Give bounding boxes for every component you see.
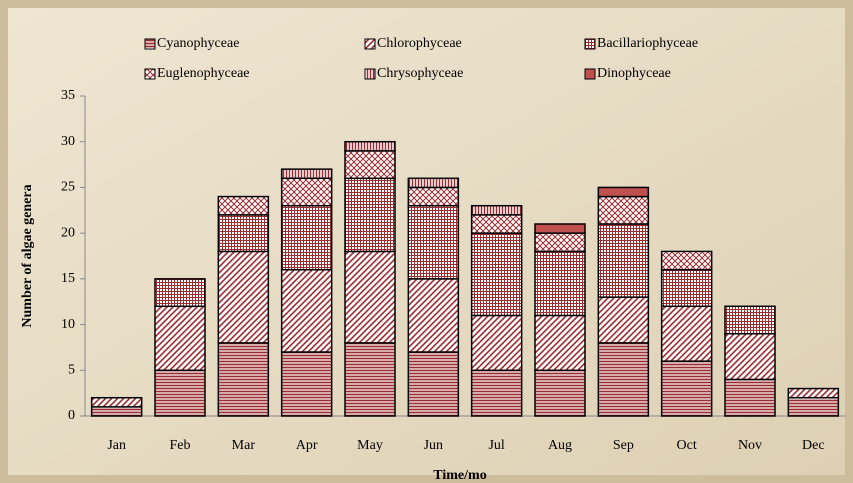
bar-segment: [470, 204, 523, 216]
bar-segment: [470, 214, 523, 234]
bar-segment: [280, 204, 333, 271]
bar-segment: [660, 305, 713, 362]
bar-segment: [407, 204, 460, 280]
x-tick-label: Sep: [613, 438, 634, 453]
x-tick-label: Jan: [107, 438, 126, 453]
y-tick-label: 35: [61, 88, 75, 103]
bar-segment: [154, 369, 206, 417]
bar-segment: [217, 195, 270, 216]
x-tick-label: Apr: [296, 438, 318, 453]
legend-swatch: [584, 68, 596, 80]
legend-swatch: [364, 68, 376, 80]
x-tick-label: Jul: [488, 438, 504, 453]
bar-segment: [534, 369, 586, 417]
bar-segment: [154, 305, 206, 372]
legend-label: Euglenophyceae: [157, 66, 250, 81]
bar-segment: [407, 351, 460, 417]
x-tick-label: Jun: [424, 438, 443, 453]
legend-label: Bacillariophyceae: [597, 36, 698, 51]
bar-segment: [534, 232, 586, 253]
legend-label: Chlorophyceae: [377, 36, 462, 51]
bar-segment: [597, 186, 650, 198]
bar-segment: [344, 177, 396, 253]
legend-label: Dinophyceae: [597, 66, 671, 81]
bar-segment: [724, 305, 776, 335]
x-tick-label: Dec: [802, 438, 825, 453]
bar-segment: [597, 223, 650, 298]
y-tick-label: 0: [68, 408, 75, 423]
bar-segment: [344, 250, 396, 344]
bar-segment: [534, 314, 586, 372]
legend-swatch: [584, 38, 596, 50]
bar-segment: [280, 268, 333, 353]
bar-segment: [534, 250, 586, 317]
bar-segment: [407, 177, 460, 189]
y-axis-title: Number of algae genera: [20, 184, 35, 327]
bar-segment: [470, 232, 523, 317]
bar-segment: [597, 342, 650, 417]
bar-segment: [470, 369, 523, 417]
bar-segment: [660, 268, 713, 308]
bar-segment: [597, 195, 650, 225]
bar-segment: [154, 278, 206, 308]
legend-swatch: [364, 38, 376, 50]
y-tick-label: 20: [61, 225, 75, 240]
bar-segment: [280, 177, 333, 207]
x-tick-label: Mar: [232, 438, 256, 453]
bar-segment: [787, 387, 840, 399]
legend-swatch: [144, 38, 156, 50]
bar-segment: [534, 223, 586, 234]
bar-segment: [344, 342, 396, 417]
x-tick-label: Nov: [738, 438, 762, 453]
bar-segment: [724, 332, 776, 381]
bar-segment: [660, 250, 713, 271]
y-tick-label: 15: [61, 271, 75, 286]
y-tick-label: 5: [68, 363, 75, 378]
bar-segment: [787, 396, 840, 417]
bar-segment: [280, 168, 333, 180]
y-tick-label: 25: [61, 180, 75, 195]
x-tick-label: Feb: [170, 438, 191, 453]
y-tick-label: 30: [61, 134, 75, 149]
bar-segment: [407, 278, 460, 353]
legend-label: Cyanophyceae: [157, 36, 239, 51]
bar-segment: [217, 214, 270, 253]
bar-segment: [470, 314, 523, 372]
bar-segment: [344, 140, 396, 152]
legend-label: Chrysophyceae: [377, 66, 463, 81]
bar-segment: [660, 360, 713, 417]
bar-segment: [217, 342, 270, 417]
bar-segment: [90, 396, 143, 408]
x-tick-label: May: [357, 438, 383, 453]
x-tick-label: Oct: [677, 438, 697, 453]
y-tick-label: 10: [61, 317, 75, 332]
bar-segment: [724, 378, 776, 417]
bar-segment: [344, 150, 396, 180]
bar-segment: [217, 250, 270, 344]
bar-segment: [407, 186, 460, 207]
bar-segment: [280, 351, 333, 417]
x-axis-title: Time/mo: [433, 468, 486, 483]
bar-segment: [90, 406, 143, 417]
legend-swatch: [144, 68, 156, 80]
x-tick-label: Aug: [548, 438, 572, 453]
bar-segment: [597, 296, 650, 344]
